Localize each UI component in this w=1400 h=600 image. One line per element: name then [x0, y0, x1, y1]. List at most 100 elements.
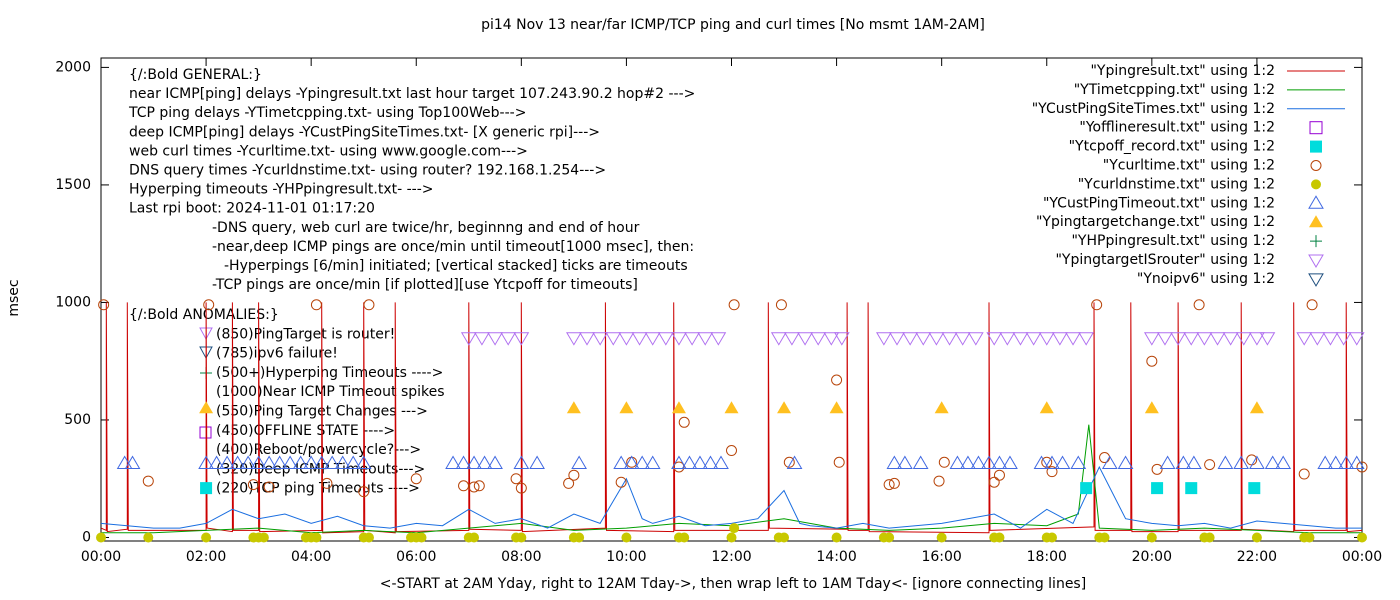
- point: [1357, 532, 1367, 543]
- point: [416, 532, 427, 543]
- annotation: deep ICMP[ping] delays -YCustPingSiteTim…: [129, 124, 600, 140]
- point: [1080, 482, 1093, 495]
- point: [1157, 332, 1173, 346]
- legend-label: "Ypingtargetchange.txt" using 1:2: [1036, 214, 1275, 230]
- point: [967, 332, 984, 346]
- point: [355, 455, 372, 469]
- point: [1039, 401, 1054, 414]
- x-tick-label: 04:00: [291, 549, 331, 565]
- point: [1044, 455, 1060, 469]
- point: [1264, 455, 1281, 469]
- point: [729, 523, 740, 534]
- x-tick-label: 18:00: [1027, 549, 1067, 565]
- point: [886, 455, 903, 469]
- x-tick-label: 00:00: [81, 549, 121, 565]
- anomaly-note: (320)Deep ICMP Timeouts--->: [216, 461, 425, 477]
- point: [605, 332, 622, 346]
- point: [678, 416, 690, 428]
- point: [1248, 482, 1261, 495]
- point: [1146, 355, 1158, 367]
- point: [1296, 332, 1313, 346]
- point: [671, 401, 686, 414]
- point: [936, 532, 947, 543]
- point: [116, 455, 133, 469]
- point: [1143, 332, 1160, 346]
- point: [1078, 332, 1095, 346]
- legend-label: "YCustPingSiteTimes.txt" using 1:2: [1032, 101, 1275, 117]
- point: [657, 332, 674, 346]
- point: [1204, 459, 1216, 471]
- point: [258, 532, 269, 543]
- x-tick-label: 20:00: [1132, 549, 1172, 565]
- point: [460, 332, 477, 346]
- legend-label: "Ycurltime.txt" using 1:2: [1103, 158, 1275, 174]
- point: [1151, 463, 1163, 475]
- annotation: near ICMP[ping] delays -Ypingresult.txt …: [129, 86, 695, 102]
- point: [941, 332, 958, 346]
- x-axis-label: <-START at 2AM Yday, right to 12AM Tday-…: [380, 576, 1086, 592]
- point: [775, 299, 787, 311]
- point: [476, 455, 493, 469]
- legend-label: "YCustPingTimeout.txt" using 1:2: [1043, 195, 1275, 211]
- point: [566, 332, 582, 346]
- point: [634, 455, 651, 469]
- point: [1159, 455, 1176, 469]
- point: [96, 532, 106, 543]
- point: [710, 332, 727, 346]
- point: [915, 332, 932, 346]
- point: [954, 332, 971, 346]
- point: [619, 401, 634, 414]
- annotation: -Hyperpings [6/min] initiated; [vertical…: [224, 258, 688, 274]
- point: [263, 481, 275, 493]
- x-tick-label: 16:00: [921, 549, 961, 565]
- point: [358, 486, 370, 498]
- point: [563, 477, 575, 489]
- point: [1306, 299, 1318, 311]
- point: [902, 332, 919, 346]
- point: [970, 455, 987, 469]
- point: [1193, 299, 1205, 311]
- point: [1235, 332, 1252, 346]
- point: [1170, 332, 1186, 346]
- point: [949, 455, 966, 469]
- point: [474, 332, 490, 346]
- point: [797, 332, 813, 346]
- point: [468, 481, 480, 493]
- series-line: [100, 465, 1362, 529]
- point: [671, 332, 687, 346]
- legend-swatch: [1310, 235, 1322, 248]
- legend-label: "Yofflineresult.txt" using 1:2: [1079, 120, 1275, 136]
- point: [884, 532, 895, 543]
- point: [831, 532, 842, 543]
- point: [810, 332, 827, 346]
- point: [631, 332, 648, 346]
- legend-swatch: [1308, 254, 1324, 268]
- y-tick-label: 0: [82, 529, 91, 545]
- point: [615, 476, 627, 488]
- annotation: Last rpi boot: 2024-11-01 01:17:20: [129, 201, 375, 217]
- point: [934, 401, 949, 414]
- point: [445, 455, 461, 469]
- point: [510, 473, 522, 485]
- point: [124, 455, 141, 469]
- point: [334, 455, 351, 469]
- point: [1047, 532, 1058, 543]
- x-tick-label: 00:00: [1342, 549, 1382, 565]
- point: [199, 401, 214, 414]
- anomaly-note: (220)TCP ping Timeouts ---->: [216, 481, 420, 497]
- annotation: -near,deep ICMP pings are once/min until…: [212, 239, 694, 255]
- point: [1002, 455, 1018, 469]
- point: [644, 455, 661, 469]
- x-tick-label: 08:00: [501, 549, 541, 565]
- annotation: web curl times -Ycurltime.txt- using www…: [129, 143, 528, 159]
- point: [313, 455, 330, 469]
- point: [292, 455, 309, 469]
- point: [777, 401, 792, 414]
- point: [623, 455, 640, 469]
- point: [513, 332, 530, 346]
- point: [1233, 455, 1250, 469]
- anomaly-note: (500+)Hyperping Timeouts ---->: [216, 365, 443, 381]
- point: [247, 479, 259, 491]
- point: [571, 455, 587, 469]
- point: [823, 332, 840, 346]
